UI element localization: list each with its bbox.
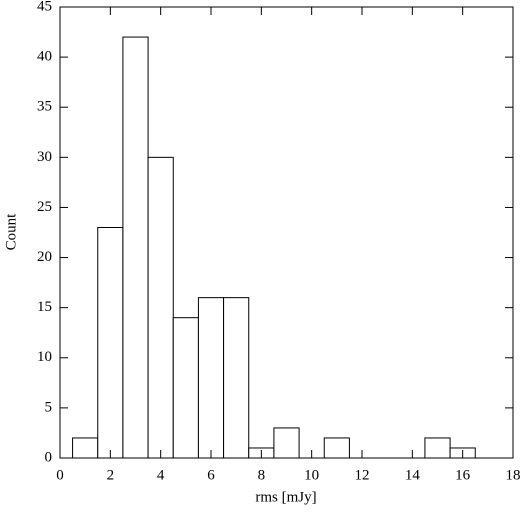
bar bbox=[273, 427, 300, 459]
x-tick-label: 16 bbox=[455, 467, 471, 483]
bar bbox=[97, 226, 124, 459]
plot-frame bbox=[59, 6, 514, 459]
x-tick-label: 6 bbox=[207, 467, 215, 483]
x-tick-label: 4 bbox=[157, 467, 165, 483]
x-tick-label: 14 bbox=[405, 467, 421, 483]
x-tick-label: 18 bbox=[506, 467, 521, 483]
x-tick-label: 12 bbox=[355, 467, 370, 483]
y-tick-label: 30 bbox=[37, 149, 52, 165]
y-tick-label: 0 bbox=[45, 449, 53, 465]
bar bbox=[147, 156, 174, 459]
y-tick-label: 40 bbox=[37, 49, 52, 65]
y-tick-label: 45 bbox=[37, 0, 52, 14]
bar bbox=[323, 437, 350, 459]
x-tick-label: 8 bbox=[258, 467, 266, 483]
y-tick-label: 10 bbox=[37, 349, 52, 365]
x-tick-label: 10 bbox=[304, 467, 319, 483]
y-tick-label: 25 bbox=[37, 199, 52, 215]
bar bbox=[223, 297, 250, 459]
y-tick-label: 20 bbox=[37, 249, 52, 265]
bar bbox=[424, 437, 451, 459]
bar bbox=[172, 317, 199, 459]
y-axis-label: Count bbox=[3, 213, 19, 251]
x-axis-label: rms [mJy] bbox=[255, 489, 316, 505]
x-tick-label: 2 bbox=[107, 467, 115, 483]
y-tick-label: 35 bbox=[37, 99, 52, 115]
bar bbox=[197, 297, 225, 459]
bar bbox=[122, 36, 149, 459]
bar bbox=[72, 437, 99, 459]
x-tick-label: 0 bbox=[56, 467, 64, 483]
y-tick-label: 15 bbox=[37, 299, 52, 315]
y-tick-label: 5 bbox=[45, 399, 53, 415]
